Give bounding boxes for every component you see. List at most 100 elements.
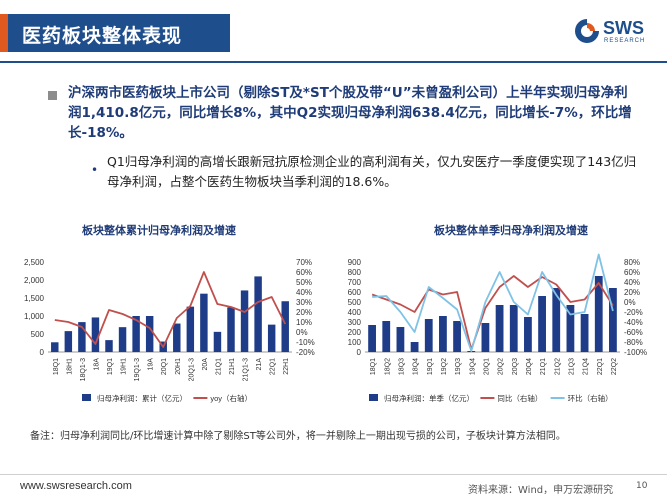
chart2-bar: [439, 316, 447, 352]
chart1-ytick-right: 60%: [296, 268, 312, 277]
footer-url[interactable]: www.swsresearch.com: [20, 480, 132, 492]
chart1-ytick-right: 20%: [296, 308, 312, 317]
chart2-xtick: 21Q1: [540, 358, 547, 375]
chart2-xtick: 22Q1: [597, 358, 604, 375]
chart1-xtick: 19H1: [121, 358, 128, 375]
chart1-line-primary: [54, 271, 287, 348]
chart2-xtick: 21Q2: [554, 358, 561, 375]
chart2-bar: [580, 314, 589, 352]
chart2-bar: [524, 317, 532, 352]
chart1-xtick: 20H1: [175, 358, 182, 375]
chart1-legend-label: yoy（右轴）: [210, 393, 252, 403]
chart2-legend-label: 环比（右轴）: [568, 393, 613, 403]
chart1-ytick-right: 70%: [296, 258, 312, 267]
footer-source: 资料来源：Wind，申万宏源研究: [468, 485, 614, 496]
chart2-ytick-right: 80%: [624, 258, 640, 267]
chart1-xtick: 20Q1: [161, 358, 168, 375]
chart1-bar: [64, 331, 73, 352]
logo-subtext: RESEARCH: [604, 38, 646, 44]
chart2-legend-label: 归母净利润：单季（亿元）: [384, 393, 474, 403]
chart2-bar: [424, 319, 433, 352]
chart2-ytick-right: 0%: [624, 298, 636, 307]
chart2-xtick: 20Q3: [512, 358, 519, 375]
bullet-square-icon: [48, 91, 57, 100]
chart1-bar: [132, 316, 140, 352]
chart1: 0 500 1,000 1,500 2,000 2,500 -20%-10%0%10%20%…: [24, 258, 315, 403]
chart2-ytick-right: 60%: [624, 268, 640, 277]
chart1-xtick: 18H1: [66, 358, 73, 375]
chart2-bar: [368, 325, 376, 352]
chart2-ytick-right: -20%: [624, 308, 643, 317]
chart1-bar: [213, 331, 222, 352]
chart2-line-primary: [371, 275, 614, 351]
chart2-bar: [453, 321, 461, 352]
chart2-ytick-left: 300: [348, 318, 362, 327]
chart1-xtick: 20A: [202, 358, 209, 371]
chart1-ytick-left: 2,500: [24, 258, 45, 267]
chart1-xtick: 21H1: [229, 358, 236, 375]
chart2-xtick: 18Q2: [384, 358, 391, 375]
chart2-legend-label: 同比（右轴）: [497, 393, 542, 403]
chart1-bar: [173, 323, 181, 352]
logo-text: SWS: [603, 18, 645, 38]
page-number: 10: [636, 481, 648, 491]
title-accent: [0, 14, 8, 52]
chart2-ytick-left: 400: [348, 308, 362, 317]
bullet-dot-icon: •: [91, 163, 99, 177]
chart2-ytick-right: -100%: [624, 348, 647, 357]
chart1-bar: [281, 301, 289, 352]
footnote: 备注：归母净利润同比/环比增速计算中除了剔除ST等公司外，将一并剔除上一期出现亏…: [30, 431, 566, 442]
chart1-bar: [78, 322, 86, 352]
chart1-legend-swatch: [82, 394, 91, 401]
chart2-bar: [552, 288, 561, 352]
chart1-bar: [254, 276, 262, 352]
chart1-xtick: 21Q1: [215, 358, 222, 375]
chart2-xtick: 18Q1: [370, 358, 377, 375]
chart2-bar: [594, 276, 603, 352]
chart1-xtick: 19Q1-3: [134, 358, 141, 381]
chart1-ytick-right: 50%: [296, 278, 312, 287]
chart1-xtick: 18A: [93, 358, 100, 371]
sws-logo: SWS RESEARCH: [573, 15, 653, 51]
chart1-xtick: 20Q1-3: [188, 358, 195, 381]
chart2-bar: [609, 288, 617, 352]
chart1-xtick: 18Q1: [53, 358, 60, 375]
chart1-legend-label: 归母净利润：累计（亿元）: [97, 393, 187, 403]
chart2-xtick: 21Q4: [583, 358, 590, 375]
chart2-xtick: 18Q3: [398, 358, 405, 375]
chart2-xtick: 19Q2: [441, 358, 448, 375]
chart2-xtick: 19Q4: [469, 358, 476, 375]
chart2-legend-swatch: [369, 394, 378, 401]
chart1-ytick-right: 10%: [296, 318, 312, 327]
chart2-ytick-left: 800: [348, 268, 362, 277]
chart2-ytick-left: 700: [348, 278, 362, 287]
chart2-bar: [481, 323, 490, 352]
chart1-ytick-right: 0%: [296, 328, 308, 337]
chart2-xtick: 18Q4: [413, 358, 420, 375]
chart1-ytick-left: 0: [40, 348, 45, 357]
chart2-bar: [396, 327, 405, 352]
chart1-xtick: 21Q1-3: [243, 358, 250, 381]
chart2-xtick: 22Q2: [611, 358, 618, 375]
chart2-ytick-left: 600: [348, 288, 362, 297]
chart2-bar: [382, 321, 391, 352]
chart1-bar: [105, 340, 113, 352]
chart1-bar: [267, 324, 276, 352]
chart2-xtick: 19Q1: [427, 358, 434, 375]
footer-divider: [0, 474, 667, 475]
chart2-bar: [410, 342, 419, 352]
chart1-bar: [91, 317, 100, 352]
chart1-bar: [186, 306, 195, 352]
chart2-line-secondary: [372, 253, 614, 352]
chart1-ytick-right: 30%: [296, 298, 312, 307]
chart1-xtick: 19Q1: [107, 358, 114, 375]
chart1-ytick-left: 1,500: [24, 294, 45, 303]
chart2-bar: [495, 305, 504, 352]
chart2-ytick-right: 40%: [624, 278, 640, 287]
chart2-title: 板块整体单季归母净利润及增速: [434, 224, 588, 237]
chart1-bar: [227, 307, 235, 352]
main-point: 沪深两市医药板块上市公司（剔除ST及*ST个股及带“U”未曾盈利公司）上半年实现…: [68, 85, 632, 141]
chart2-ytick-left: 200: [348, 328, 362, 337]
chart2-ytick-right: -60%: [624, 328, 643, 337]
